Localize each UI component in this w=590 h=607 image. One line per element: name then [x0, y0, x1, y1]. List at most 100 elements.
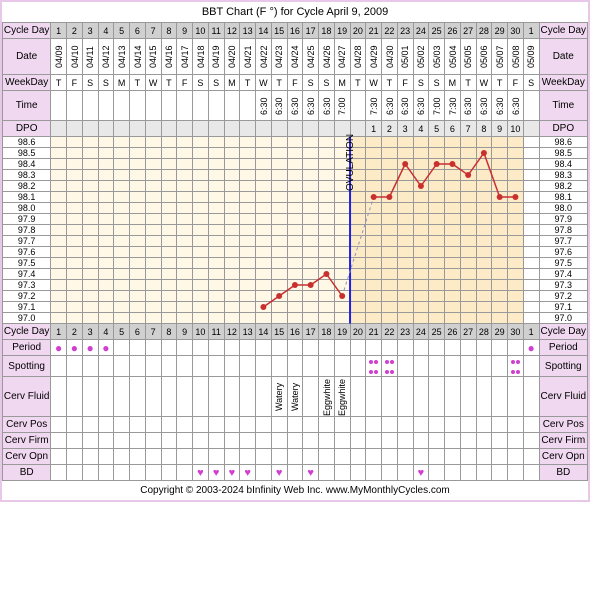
data-cell — [256, 417, 272, 433]
data-cell: S — [523, 75, 539, 91]
temp-cell — [130, 225, 146, 236]
data-cell — [224, 377, 240, 417]
temp-cell — [382, 148, 398, 159]
temp-cell — [208, 313, 224, 324]
data-cell — [382, 417, 398, 433]
temp-cell — [492, 203, 508, 214]
temp-label: 97.5 — [3, 258, 51, 269]
row-label: Cycle Day — [539, 23, 587, 39]
temp-cell — [334, 225, 350, 236]
temp-cell — [366, 269, 382, 280]
data-cell: 1 — [51, 324, 67, 340]
spotting-dot-icon — [390, 360, 394, 364]
data-cell: W — [256, 75, 272, 91]
temp-cell — [51, 302, 67, 313]
temp-cell — [508, 247, 524, 258]
data-cell: 5 — [114, 324, 130, 340]
data-cell — [334, 433, 350, 449]
temp-cell — [114, 258, 130, 269]
temp-cell — [177, 159, 193, 170]
data-cell — [334, 340, 350, 356]
temp-cell — [476, 192, 492, 203]
temp-cell — [161, 148, 177, 159]
temp-cell — [224, 302, 240, 313]
temp-cell — [98, 236, 114, 247]
temp-cell — [208, 280, 224, 291]
row-label: Cycle Day — [3, 324, 51, 340]
temp-cell — [303, 170, 319, 181]
data-cell — [224, 340, 240, 356]
data-cell — [114, 465, 130, 481]
temp-label: 97.3 — [3, 280, 51, 291]
temp-cell — [177, 148, 193, 159]
data-cell — [67, 91, 83, 121]
temp-cell — [350, 203, 366, 214]
temp-cell — [82, 313, 98, 324]
temp-cell — [492, 148, 508, 159]
data-cell — [303, 449, 319, 465]
data-cell — [161, 417, 177, 433]
temp-cell — [98, 291, 114, 302]
temp-cell — [303, 258, 319, 269]
temp-cell — [413, 214, 429, 225]
data-cell — [145, 91, 161, 121]
row-label: Cerv Firm — [539, 433, 587, 449]
temp-cell — [271, 214, 287, 225]
data-cell — [429, 340, 445, 356]
temp-cell — [397, 258, 413, 269]
data-cell: 6:30 — [413, 91, 429, 121]
data-cell: 1 — [523, 23, 539, 39]
temp-cell — [145, 269, 161, 280]
temp-cell — [208, 236, 224, 247]
temp-cell — [256, 258, 272, 269]
data-cell — [271, 449, 287, 465]
data-cell — [193, 340, 209, 356]
temp-cell — [397, 313, 413, 324]
temp-cell — [287, 203, 303, 214]
data-cell: 23 — [397, 23, 413, 39]
data-cell: 16 — [287, 23, 303, 39]
data-cell: 11 — [208, 23, 224, 39]
data-cell: T — [492, 75, 508, 91]
data-cell: 05/08 — [508, 39, 524, 75]
temp-cell — [114, 192, 130, 203]
temp-label: 97.6 — [3, 247, 51, 258]
data-cell — [256, 433, 272, 449]
data-cell: M — [224, 75, 240, 91]
temp-cell — [145, 247, 161, 258]
data-cell: T — [460, 75, 476, 91]
heart-icon: ♥ — [213, 467, 220, 479]
row-label: Cerv Opn — [3, 449, 51, 465]
temp-cell — [429, 159, 445, 170]
temp-cell — [508, 192, 524, 203]
temp-cell — [492, 192, 508, 203]
temp-cell — [523, 181, 539, 192]
temp-label: 98.6 — [3, 137, 51, 148]
temp-cell — [508, 225, 524, 236]
data-cell — [67, 356, 83, 377]
data-cell — [523, 417, 539, 433]
data-cell — [82, 433, 98, 449]
temp-cell — [208, 225, 224, 236]
row-label: Time — [3, 91, 51, 121]
data-cell — [114, 91, 130, 121]
temp-cell — [334, 192, 350, 203]
temp-cell — [429, 280, 445, 291]
temp-cell — [67, 192, 83, 203]
temp-cell — [445, 137, 461, 148]
data-cell — [508, 465, 524, 481]
data-cell — [382, 449, 398, 465]
chart-title: BBT Chart (F °) for Cycle April 9, 2009 — [2, 2, 588, 22]
heart-icon: ♥ — [197, 467, 204, 479]
data-cell: S — [98, 75, 114, 91]
data-cell: 14 — [256, 23, 272, 39]
data-cell: 27 — [460, 23, 476, 39]
data-cell — [523, 449, 539, 465]
data-cell: ♥ — [208, 465, 224, 481]
data-cell — [114, 340, 130, 356]
temp-cell — [130, 291, 146, 302]
temp-cell — [397, 302, 413, 313]
temp-cell — [224, 203, 240, 214]
temp-cell — [67, 203, 83, 214]
temp-label: 97.8 — [3, 225, 51, 236]
